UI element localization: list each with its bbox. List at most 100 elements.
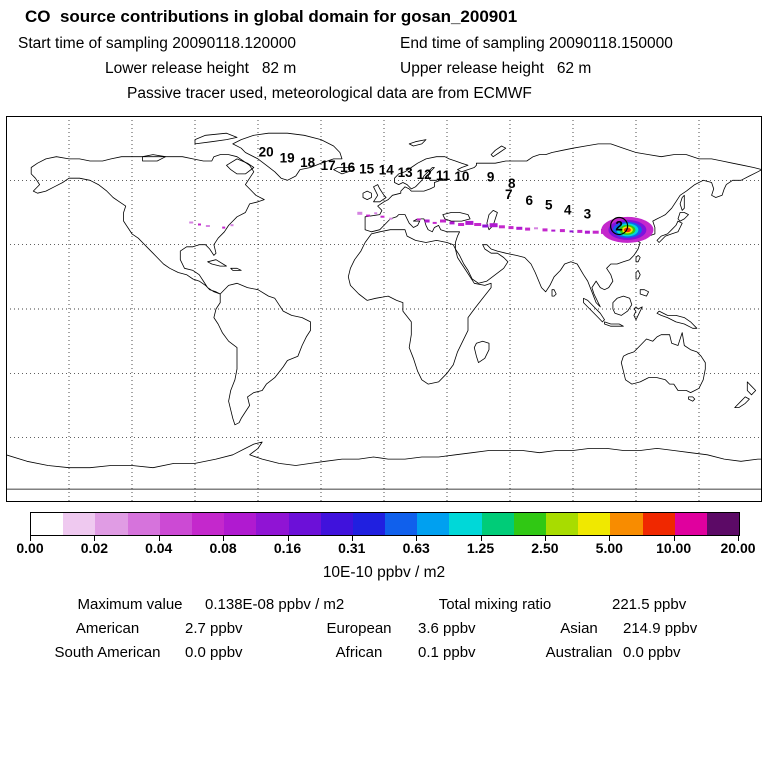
- colorbar-tick: [609, 536, 611, 541]
- colorbar-segment: [352, 513, 386, 535]
- coastline: [226, 158, 255, 175]
- coastline: [373, 184, 387, 203]
- stat-label: African: [335, 644, 383, 661]
- colorbar-tick: [94, 536, 96, 541]
- trajectory-marker: 19: [280, 151, 295, 166]
- colorbar-segment: [63, 513, 96, 535]
- coastline: [230, 267, 242, 271]
- coastline: [551, 289, 557, 297]
- field-patch: [424, 219, 430, 223]
- field-patch: [525, 227, 531, 231]
- coastline: [656, 220, 683, 243]
- colorbar-tick: [30, 536, 31, 541]
- coastline: [6, 441, 762, 490]
- stats-row: American 2.7 ppbv European 3.6 ppbv Asian 214…: [0, 617, 768, 641]
- stats-block: Maximum value 0.138E-08 ppbv / m2 Total mi…: [0, 593, 768, 665]
- colorbar-segment: [706, 513, 740, 535]
- colorbar-segment: [513, 513, 546, 535]
- coastline: [746, 381, 757, 396]
- trajectory-marker: 6: [525, 193, 533, 208]
- coastline: [490, 145, 507, 158]
- coastline: [679, 194, 685, 211]
- trajectory-marker: 15: [359, 161, 375, 176]
- stat-label: American: [75, 620, 140, 637]
- figure-title: CO source contributions in global domain…: [25, 7, 518, 26]
- colorbar-segment: [224, 513, 257, 535]
- colorbar-segment: [95, 513, 128, 535]
- coastline: [604, 321, 624, 327]
- coastline: [688, 396, 696, 402]
- coastline: [633, 306, 643, 321]
- field-patch: [551, 229, 556, 232]
- field-patch: [482, 224, 489, 228]
- coastline: [408, 139, 427, 147]
- coastline: [635, 254, 641, 263]
- trajectory-marker: 9: [487, 170, 495, 185]
- trajectory-marker: 4: [564, 202, 572, 217]
- coastline: [142, 154, 167, 162]
- coastlines: [6, 132, 762, 490]
- trajectory-marker: 14: [379, 163, 395, 178]
- coastline: [612, 295, 633, 316]
- field-patch: [222, 226, 226, 229]
- trajectory-marker: 17: [321, 158, 336, 173]
- colorbar-tick-label: 0.02: [80, 540, 109, 556]
- trajectory-marker: 3: [584, 207, 592, 222]
- coastline: [30, 154, 265, 295]
- stat-label: Total mixing ratio: [438, 596, 552, 613]
- field-patch: [465, 220, 474, 225]
- colorbar-tick-label: 20.00: [720, 540, 756, 556]
- colorbar-unit-label: 10E-10 ppbv / m2: [322, 564, 446, 581]
- colorbar-segment: [159, 513, 192, 535]
- field-patch: [584, 230, 590, 234]
- colorbar-tick: [416, 536, 418, 541]
- field-patch: [592, 230, 599, 234]
- stat-value: 0.0 ppbv: [623, 644, 681, 661]
- world-map: 20 19 18 17 16 15 14 13 12 11 10 9 8 7 6 5 4 3 2: [6, 116, 762, 502]
- field-patch: [389, 217, 393, 220]
- trajectory-marker: 20: [259, 144, 274, 159]
- coastline: [620, 332, 706, 394]
- colorbar-segment: [385, 513, 418, 535]
- colorbar-segment: [288, 513, 321, 535]
- colorbar-segment: [546, 513, 579, 535]
- coastline: [639, 289, 649, 297]
- colorbar: [30, 512, 740, 536]
- field-patch: [577, 229, 583, 233]
- colorbar-tick: [544, 536, 546, 541]
- stat-value: 0.1 ppbv: [418, 644, 476, 661]
- coastline: [213, 282, 311, 426]
- tracer-note-text: Passive tracer used, meteorological data…: [127, 85, 532, 102]
- coastline: [583, 297, 605, 323]
- coastline: [677, 212, 689, 222]
- colorbar-tick: [480, 536, 482, 541]
- field-patch: [508, 226, 514, 230]
- colorbar-tick: [158, 536, 160, 541]
- stat-value: 221.5 ppbv: [612, 596, 687, 613]
- trajectory-marker: 2: [615, 219, 623, 234]
- trajectory-marker: 16: [340, 160, 356, 175]
- field-patch: [198, 223, 201, 226]
- stat-label: South American: [54, 644, 161, 661]
- receptor-circle: [609, 216, 629, 236]
- stats-row: South American 0.0 ppbv African 0.1 ppbv Aus…: [0, 641, 768, 665]
- colorbar-tick-label: 10.00: [656, 540, 692, 556]
- field-patch: [458, 223, 465, 226]
- colorbar-segment: [642, 513, 675, 535]
- world-map-svg: 20 19 18 17 16 15 14 13 12 11 10 9 87 6 5 4 3 2: [6, 116, 762, 502]
- colorbar-tick-label: 0.08: [209, 540, 237, 556]
- colorbar-segment: [191, 513, 225, 535]
- trajectory-marker: 5: [545, 198, 553, 213]
- field-patch: [416, 218, 421, 221]
- field-patch: [559, 229, 565, 233]
- colorbar-tick: [351, 536, 353, 541]
- colorbar-segment: [674, 513, 707, 535]
- colorbar-tick-label: 0.00: [16, 540, 44, 556]
- coastline: [232, 132, 343, 181]
- coastline: [734, 396, 750, 409]
- colorbar-tick: [738, 536, 739, 541]
- trajectory-marker: 18: [300, 155, 316, 170]
- stat-value: 214.9 ppbv: [623, 620, 698, 637]
- colorbar-tick-label: 0.16: [273, 540, 302, 556]
